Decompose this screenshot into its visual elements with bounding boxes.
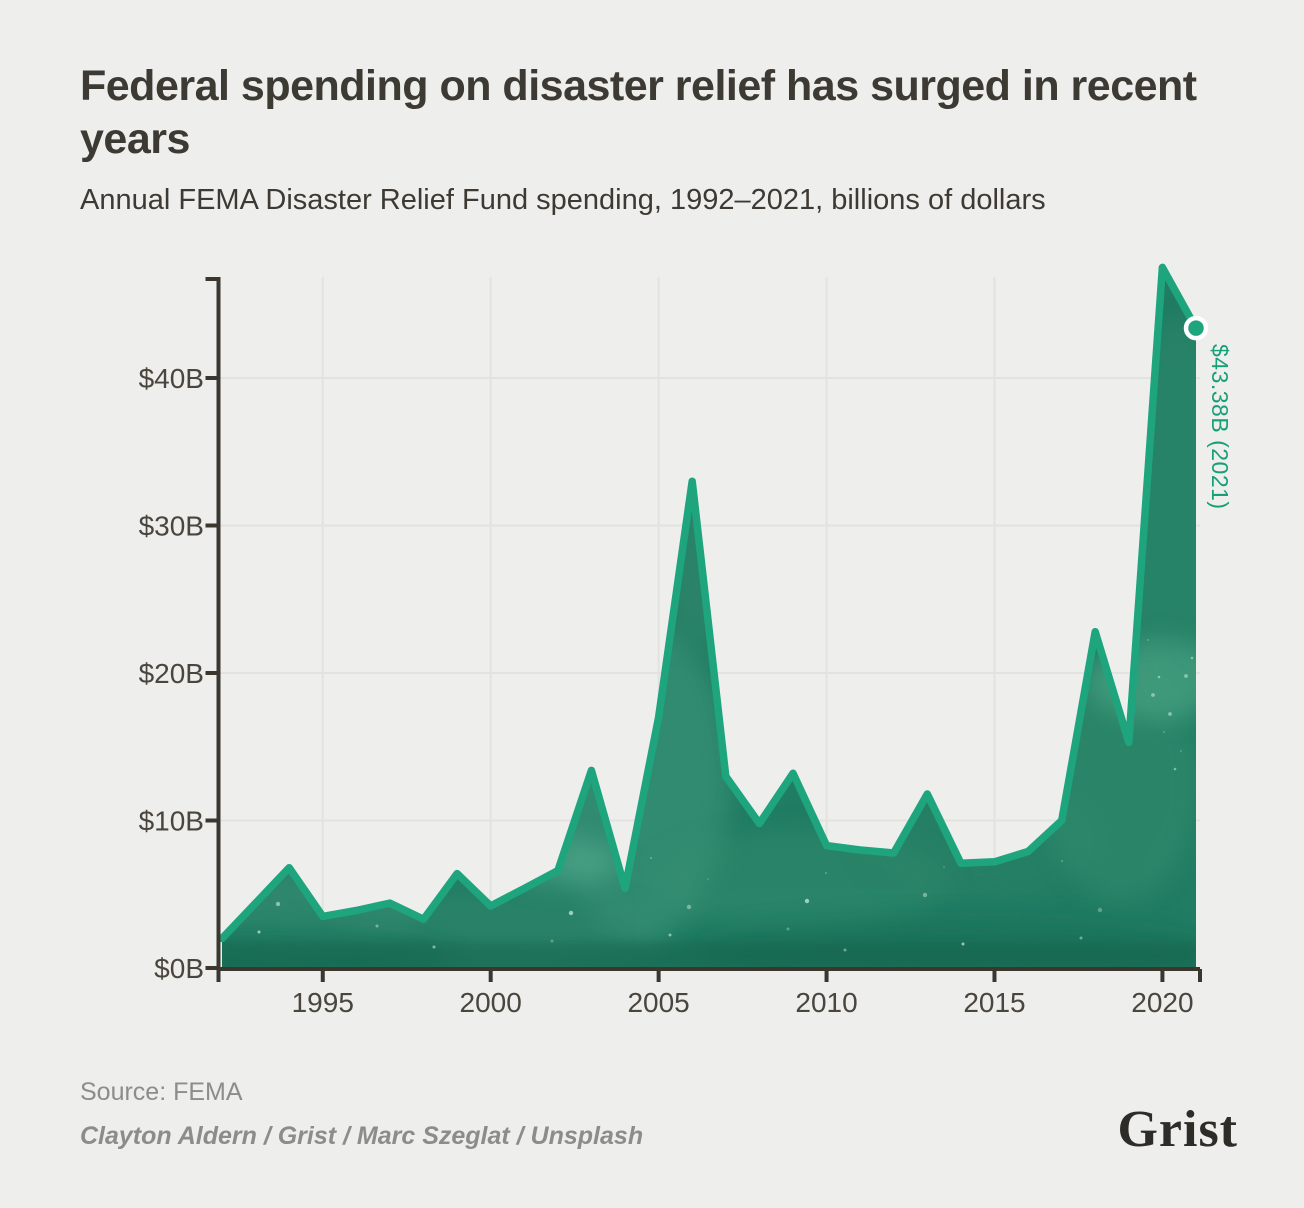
texture-speckle	[686, 904, 692, 910]
texture-speckle	[1151, 693, 1155, 697]
y-tick-label: $10B	[139, 806, 204, 837]
texture-speckle	[707, 878, 709, 880]
texture-speckle	[1190, 656, 1194, 660]
texture-speckle	[239, 854, 241, 856]
y-tick-label: $20B	[139, 658, 204, 689]
texture-speckle	[550, 939, 554, 943]
y-tick-label: $30B	[139, 511, 204, 542]
texture-speckle	[943, 866, 945, 868]
x-axis	[216, 967, 1202, 982]
page-subtitle: Annual FEMA Disaster Relief Fund spendin…	[80, 184, 1046, 216]
texture-speckle	[1157, 675, 1161, 679]
y-tick-label: $0B	[154, 953, 204, 984]
texture-band	[222, 942, 1196, 969]
texture-speckle	[375, 924, 379, 928]
x-tick-label: 2010	[795, 987, 857, 1018]
data-line	[218, 263, 1200, 943]
texture-speckle	[393, 895, 399, 901]
texture-speckle	[1168, 712, 1172, 716]
x-tick-label: 1995	[292, 987, 354, 1018]
texture-speckle	[961, 942, 965, 946]
texture-speckle	[804, 898, 810, 904]
texture-speckle	[1147, 639, 1149, 641]
y-tick-label: $40B	[139, 363, 204, 394]
texture-speckle	[1184, 674, 1188, 678]
texture-speckle	[650, 857, 652, 859]
credit-line: Clayton Aldern / Grist / Marc Szeglat / …	[80, 1122, 644, 1150]
texture-speckle	[922, 892, 928, 898]
annotation-label: $43.38B (2021)	[1207, 344, 1233, 510]
texture-speckle	[786, 927, 790, 931]
texture-speckle	[568, 910, 574, 916]
x-tick-label: 2015	[963, 987, 1025, 1018]
texture-speckle	[1173, 767, 1177, 771]
texture-speckle	[257, 930, 261, 934]
texture-speckle	[432, 945, 436, 949]
x-tick-label: 2020	[1131, 987, 1193, 1018]
y-axis	[205, 277, 221, 982]
texture-speckle	[1180, 750, 1182, 752]
texture-speckle	[1079, 936, 1083, 940]
texture-speckle	[532, 863, 534, 865]
texture-speckle	[825, 872, 827, 874]
x-tick-label: 2000	[460, 987, 522, 1018]
texture-speckle	[1097, 907, 1103, 913]
texture-speckle	[1196, 712, 1197, 713]
x-tick-label: 2005	[627, 987, 689, 1018]
texture-speckle	[668, 933, 672, 937]
source-line: Source: FEMA	[80, 1078, 243, 1106]
texture-speckle	[1061, 860, 1063, 862]
axis-labels: $0B $10B $20B $30B $40B 1995 2000 2005 2010 2015 2…	[139, 363, 1194, 1018]
axes	[205, 277, 1202, 982]
texture-speckle	[843, 948, 847, 952]
texture-speckle	[275, 901, 281, 907]
texture-speckle	[1163, 731, 1165, 733]
texture-speckle	[414, 869, 416, 871]
grist-logo: Grist	[1117, 1101, 1238, 1158]
endpoint-dot	[1183, 315, 1209, 341]
page-title: Federal spending on disaster relief has …	[80, 62, 1197, 163]
